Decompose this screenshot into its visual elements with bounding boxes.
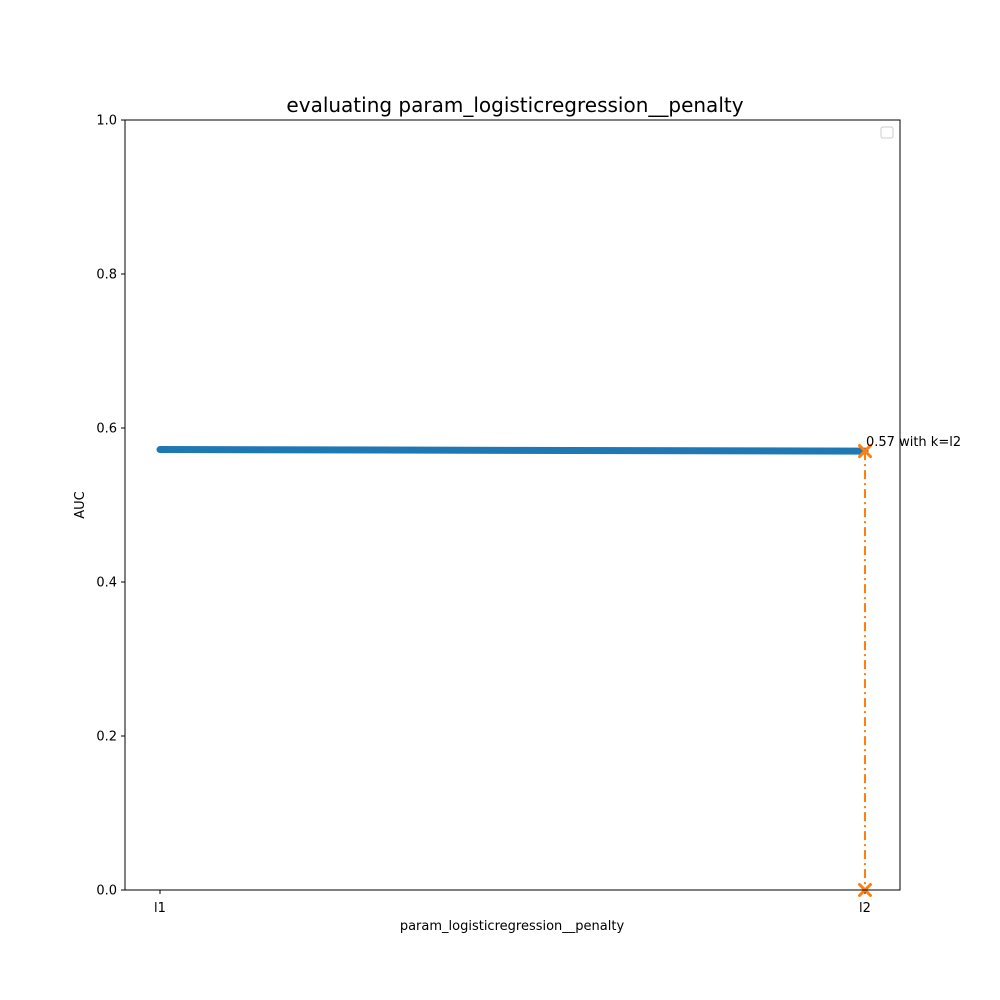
chart-title: evaluating param_logisticregression__pen… — [286, 93, 743, 117]
y-tick-label: 0.6 — [96, 422, 117, 437]
series-line — [156, 446, 869, 455]
y-tick-label: 0.0 — [96, 884, 117, 899]
plot-frame — [124, 119, 901, 891]
legend-box — [880, 126, 894, 139]
best-point-annotation: 0.57 with k=l2 — [866, 435, 961, 450]
best-point-layer: 0.57 with k=l2 — [858, 435, 961, 897]
x-axis-label: param_logisticregression__penalty — [400, 919, 625, 934]
y-tick-label: 0.4 — [96, 576, 117, 591]
x-tick-label: l1 — [154, 901, 166, 916]
series-layer — [156, 446, 869, 455]
y-tick-label: 0.2 — [96, 730, 117, 745]
y-tick-label: 0.8 — [96, 268, 117, 283]
ticks-layer: 0.0 0.2 0.4 0.6 0.8 1.0 l1 l2 — [96, 114, 871, 917]
best-point-marker — [858, 444, 872, 459]
y-tick-label: 1.0 — [96, 114, 117, 129]
y-axis-label: AUC — [73, 491, 88, 519]
x-tick-label: l2 — [859, 901, 871, 916]
